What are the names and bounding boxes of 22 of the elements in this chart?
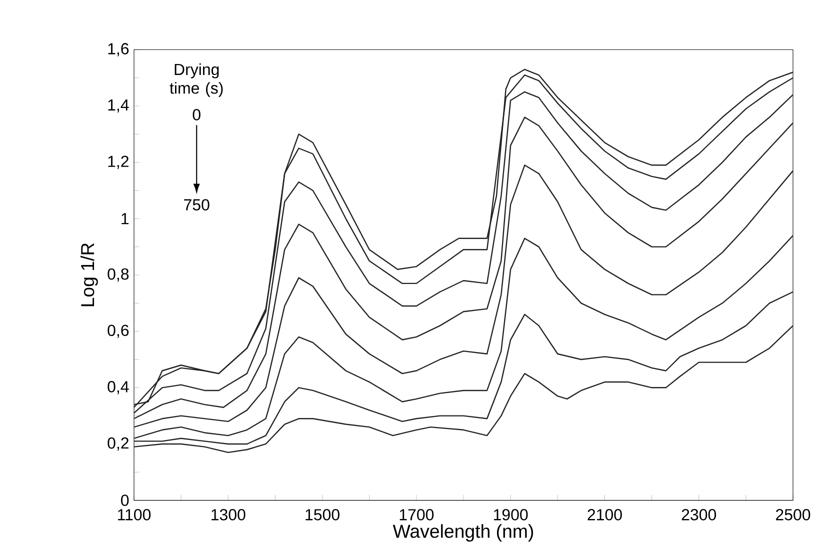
y-axis-title: Log 1/R bbox=[80, 243, 98, 306]
x-axis-title: Wavelength (nm) bbox=[392, 524, 534, 542]
annotation: 0 bbox=[192, 109, 200, 120]
x-tick-label: 1700 bbox=[400, 509, 434, 520]
y-tick-label: 1,6 bbox=[108, 43, 129, 56]
y-tick-label: 0,2 bbox=[108, 437, 128, 451]
y-tick-label: 0,6 bbox=[108, 324, 129, 338]
x-tick-label: 1900 bbox=[494, 509, 528, 520]
annotation: 750 bbox=[184, 199, 210, 210]
x-tick-label: 1100 bbox=[118, 509, 151, 520]
y-tick-label: 1,4 bbox=[108, 99, 129, 113]
y-tick-label: 1,2 bbox=[108, 156, 128, 169]
x-tick-label: 1500 bbox=[306, 509, 340, 520]
annotation: Drying time (s) bbox=[170, 63, 223, 97]
y-tick-label: 1 bbox=[122, 213, 129, 224]
x-tick-label: 1300 bbox=[212, 509, 246, 520]
y-tick-label: 0,4 bbox=[108, 381, 129, 394]
x-tick-label: 2500 bbox=[776, 509, 810, 520]
y-tick-label: 0 bbox=[121, 494, 129, 506]
y-tick-label: 0,8 bbox=[108, 268, 129, 282]
x-tick-label: 2300 bbox=[682, 509, 716, 520]
x-tick-label: 2100 bbox=[588, 509, 622, 520]
